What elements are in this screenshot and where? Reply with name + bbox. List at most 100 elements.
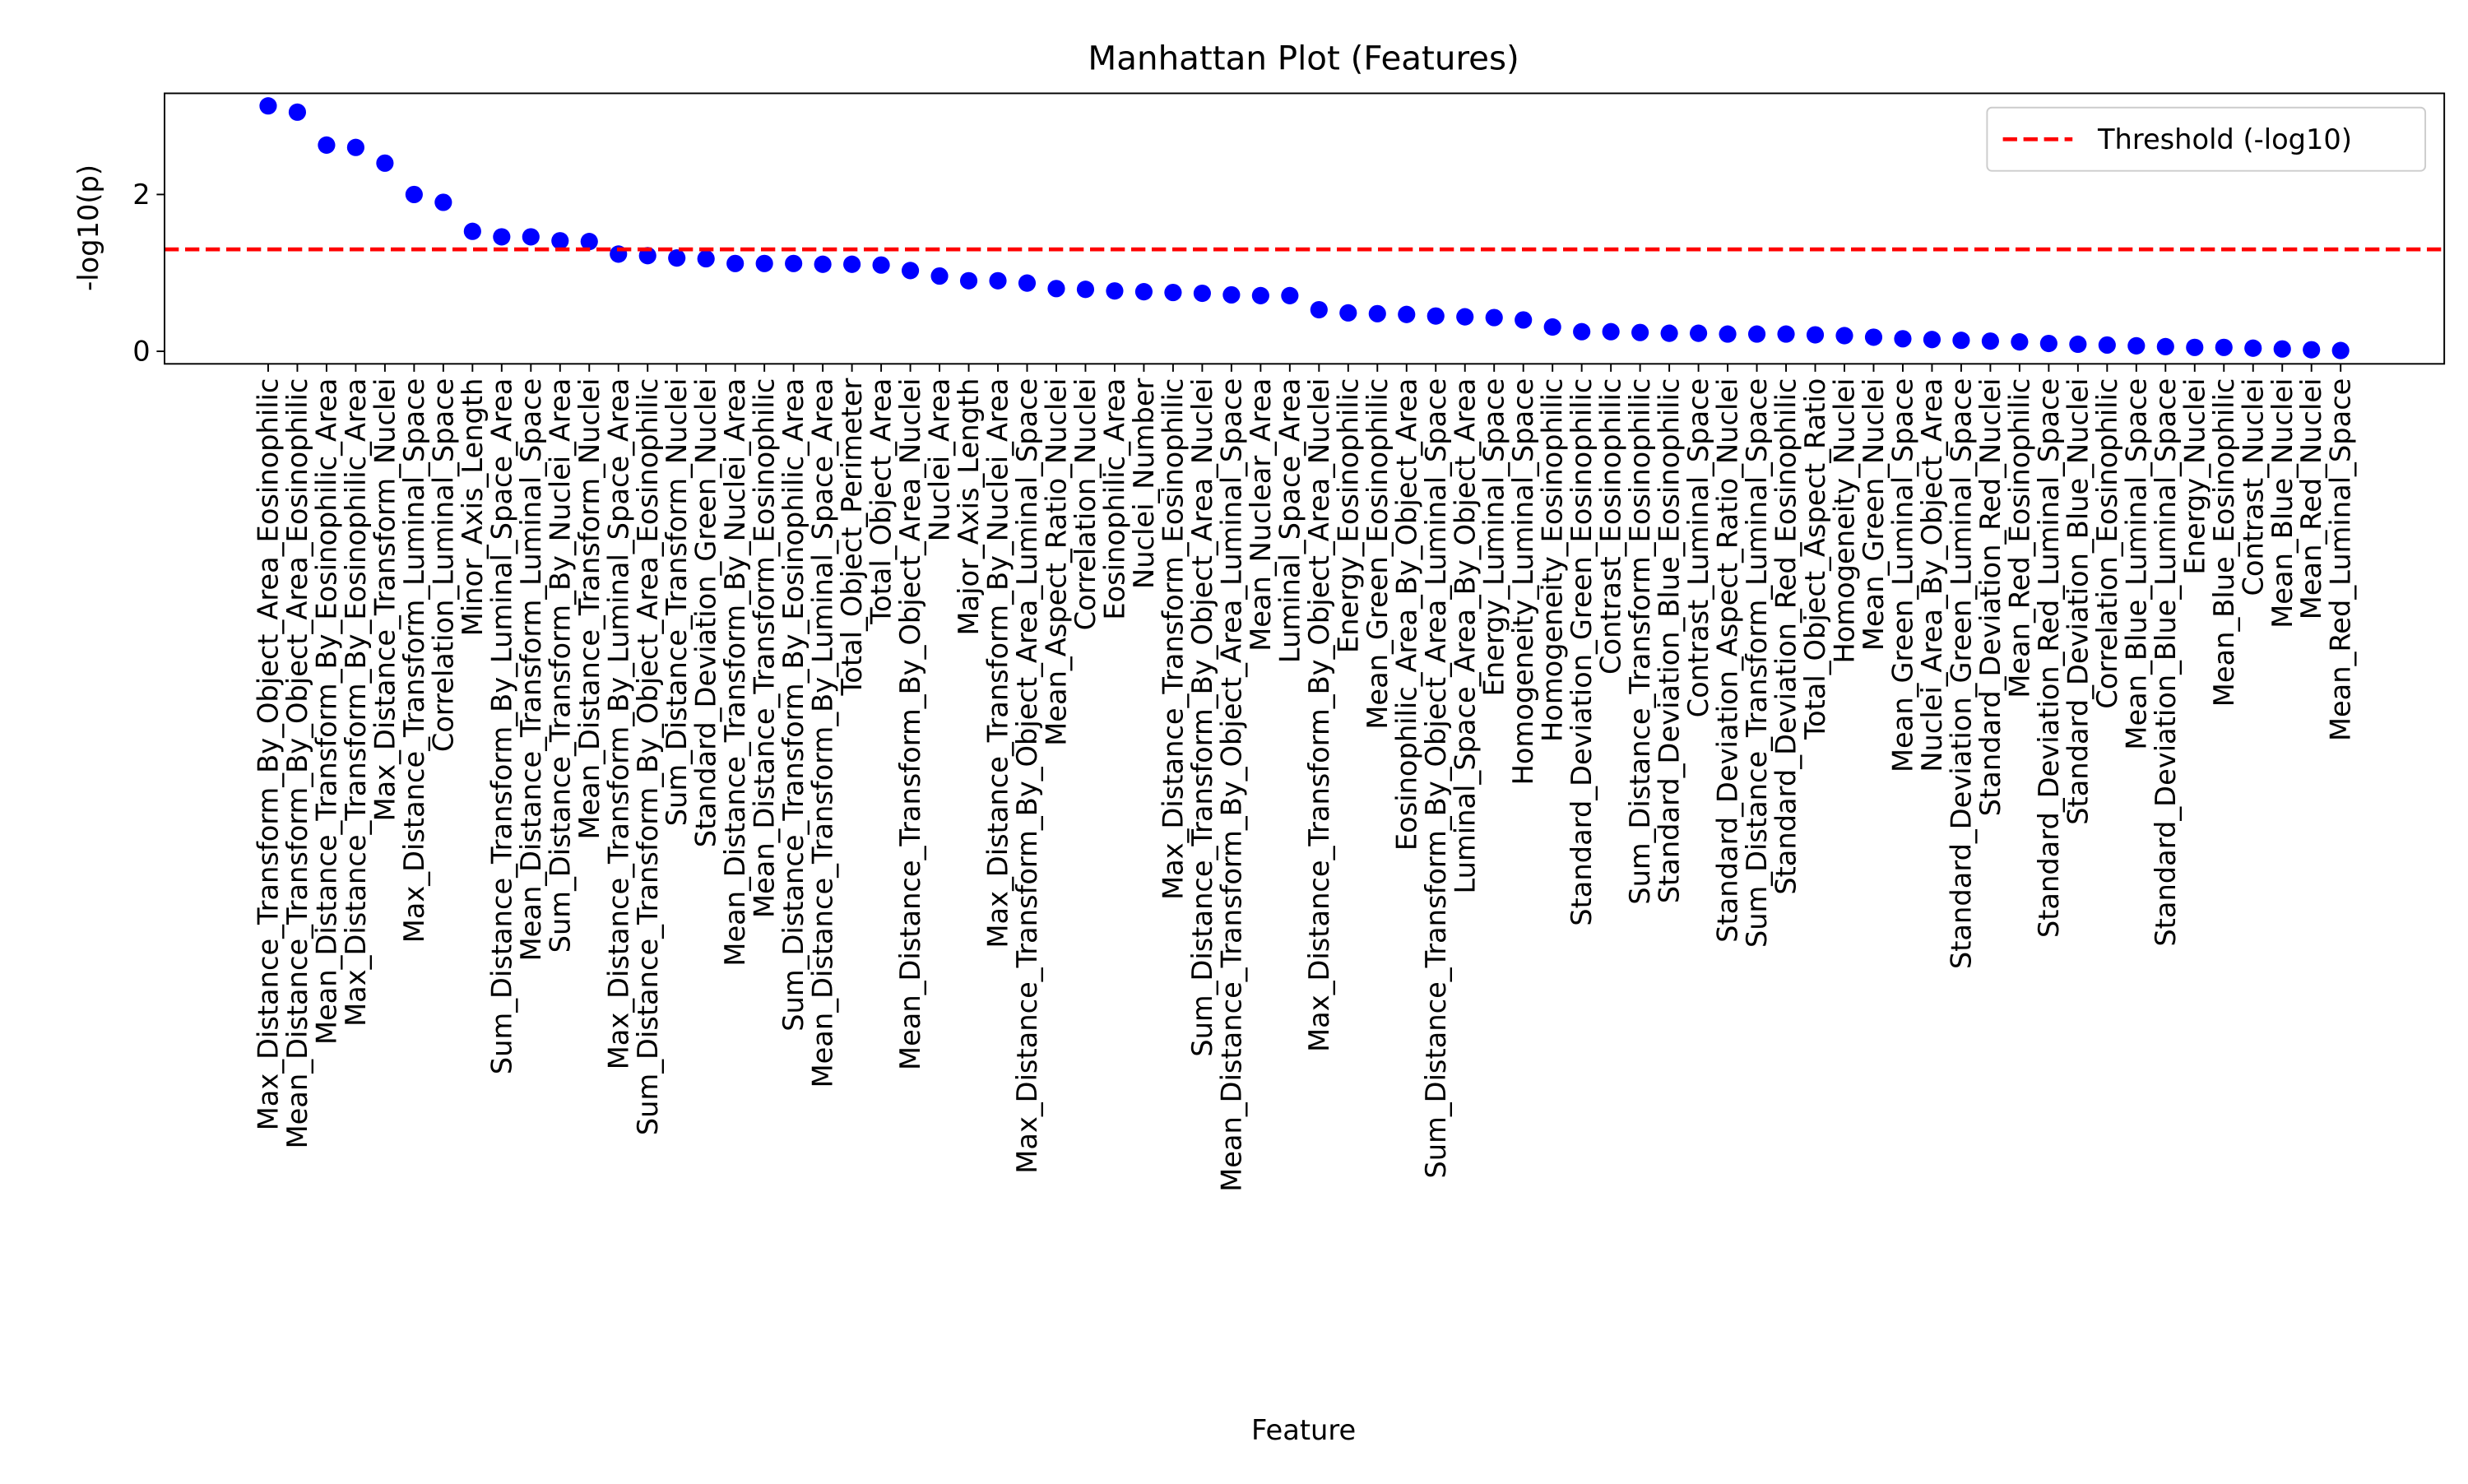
x-tick-label: Max_Distance_Transform_Eosinophilic — [1157, 378, 1189, 900]
point — [959, 271, 978, 290]
plot-frame — [164, 92, 2446, 365]
point — [1602, 322, 1620, 341]
point — [901, 262, 920, 280]
x-tick-label: Standard_Deviation_Red_Nuclei — [1974, 378, 2006, 817]
point — [1018, 274, 1037, 292]
point — [1543, 318, 1561, 336]
point — [405, 185, 423, 203]
point — [1193, 284, 1211, 303]
x-tick-label: Total_Object_Aspect_Ratio — [1799, 378, 1831, 740]
x-tick-label: Mean_Green_Eosinophilic — [1362, 378, 1394, 730]
point — [1719, 325, 1737, 343]
point — [1806, 326, 1825, 344]
x-tick-label: Mean_Red_Nuclei — [2295, 378, 2327, 620]
x-tick-label: Standard_Deviation_Blue_Eosinophilic — [1654, 378, 1686, 904]
point — [1456, 308, 1474, 326]
point — [463, 222, 481, 240]
point — [2244, 339, 2262, 357]
point — [318, 136, 336, 154]
point — [551, 232, 569, 250]
x-tick-label: Sum_Distance_Transform_Eosinophilic — [1624, 378, 1656, 905]
x-tick-label: Standard_Deviation_Blue_Nuclei — [2062, 378, 2094, 825]
point — [346, 138, 364, 156]
x-tick-label: Nuclei_Area — [924, 378, 956, 542]
y-tick-label: 0 — [132, 336, 150, 368]
point — [989, 271, 1007, 290]
x-tick-label: Mean_Distance_Transform_By_Luminal_Space… — [807, 378, 839, 1088]
x-tick-label: Mean_Green_Nuclei — [1858, 378, 1890, 652]
point — [1981, 332, 1999, 350]
point — [2303, 341, 2321, 359]
x-tick-label: Sum_Distance_Transform_By_Eosinophilic_A… — [777, 378, 810, 1032]
x-tick-label: Correlation_Nuclei — [1069, 378, 1102, 631]
x-tick-label: Max_Distance_Transform_Nuclei — [369, 378, 401, 822]
x-tick-label: Energy_Eosinophilic — [1332, 378, 1364, 653]
point — [1515, 311, 1533, 329]
point — [2069, 335, 2087, 354]
point — [288, 103, 307, 121]
point — [1923, 331, 1941, 349]
legend-label: Threshold (-log10) — [2097, 123, 2352, 155]
x-tick-label: Total_Object_Perimeter — [836, 378, 868, 696]
point — [580, 233, 598, 251]
x-tick-label: Sum_Distance_Transform_By_Object_Area_Eo… — [632, 378, 664, 1136]
point — [814, 255, 832, 273]
point — [2039, 334, 2057, 353]
y-tick-label: 2 — [132, 179, 150, 211]
x-tick-label: Mean_Distance_Transform_By_Object_Area_E… — [281, 378, 313, 1149]
point — [493, 228, 511, 246]
x-tick-label: Energy_Nuclei — [2178, 378, 2211, 575]
point — [1047, 280, 1065, 298]
point — [2331, 341, 2350, 359]
legend-box — [1986, 106, 2427, 172]
point — [1076, 281, 1095, 299]
x-tick-label: Nuclei_Number — [1128, 378, 1160, 588]
x-tick-label: Contrast_Luminal_Space — [1682, 378, 1714, 718]
x-tick-label: Contrast_Eosinophilic — [1595, 378, 1627, 675]
point — [2011, 333, 2029, 351]
point — [2156, 337, 2174, 355]
x-tick-label: Standard_Deviation_Green_Luminal_Space — [1945, 378, 1977, 970]
x-tick-label: Max_Distance_Transform_By_Eosinophilic_A… — [340, 378, 372, 1027]
point — [697, 250, 715, 268]
point — [668, 249, 686, 267]
point — [1106, 282, 1124, 300]
point — [1952, 332, 1970, 350]
point — [1747, 325, 1766, 343]
point — [259, 97, 277, 115]
x-tick-label: Max_Distance_Transform_By_Luminal_Space_… — [602, 378, 634, 1070]
x-tick-label: Energy_Luminal_Space — [1478, 378, 1510, 697]
x-tick-label: Sum_Distance_Transform_By_Object_Area_Nu… — [1186, 378, 1218, 1057]
point — [1398, 305, 1416, 323]
point — [1835, 327, 1853, 345]
x-tick-label: Mean_Aspect_Ratio_Nuclei — [1041, 378, 1073, 746]
point — [1864, 328, 1883, 346]
x-tick-label: Mean_Red_Luminal_Space — [2325, 378, 2357, 741]
point — [2186, 338, 2204, 356]
point — [930, 267, 949, 285]
x-tick-label: Luminal_Space_Area_By_Object_Area — [1449, 378, 1481, 894]
x-tick-label: Total_Object_Area — [865, 378, 898, 625]
x-tick-label: Mean_Distance_Transform_Luminal_Space — [515, 378, 547, 962]
point — [376, 154, 394, 172]
point — [1631, 323, 1649, 341]
x-tick-label: Standard_Deviation_Red_Eosinophilic — [1770, 378, 1802, 895]
point — [785, 254, 803, 272]
x-tick-label: Sum_Distance_Transform_By_Object_Area_Lu… — [1420, 378, 1452, 1179]
point — [434, 193, 452, 211]
point — [726, 254, 745, 272]
x-axis-label: Feature — [1251, 1414, 1356, 1446]
point — [1485, 308, 1503, 327]
x-tick-label: Contrast_Nuclei — [2237, 378, 2269, 596]
x-tick-label: Correlation_Luminal_Space — [427, 378, 459, 753]
chart-title: Manhattan Plot (Features) — [1088, 39, 1519, 78]
point — [1573, 322, 1591, 341]
point — [1777, 325, 1795, 343]
point — [1281, 286, 1299, 304]
point — [1310, 300, 1328, 319]
point — [843, 255, 861, 273]
point — [1368, 304, 1386, 322]
x-tick-label: Standard_Deviation_Green_Eosinophilic — [1566, 378, 1598, 926]
x-tick-label: Mean_Distance_Transform_Eosinophilic — [749, 378, 781, 918]
point — [1251, 286, 1269, 304]
